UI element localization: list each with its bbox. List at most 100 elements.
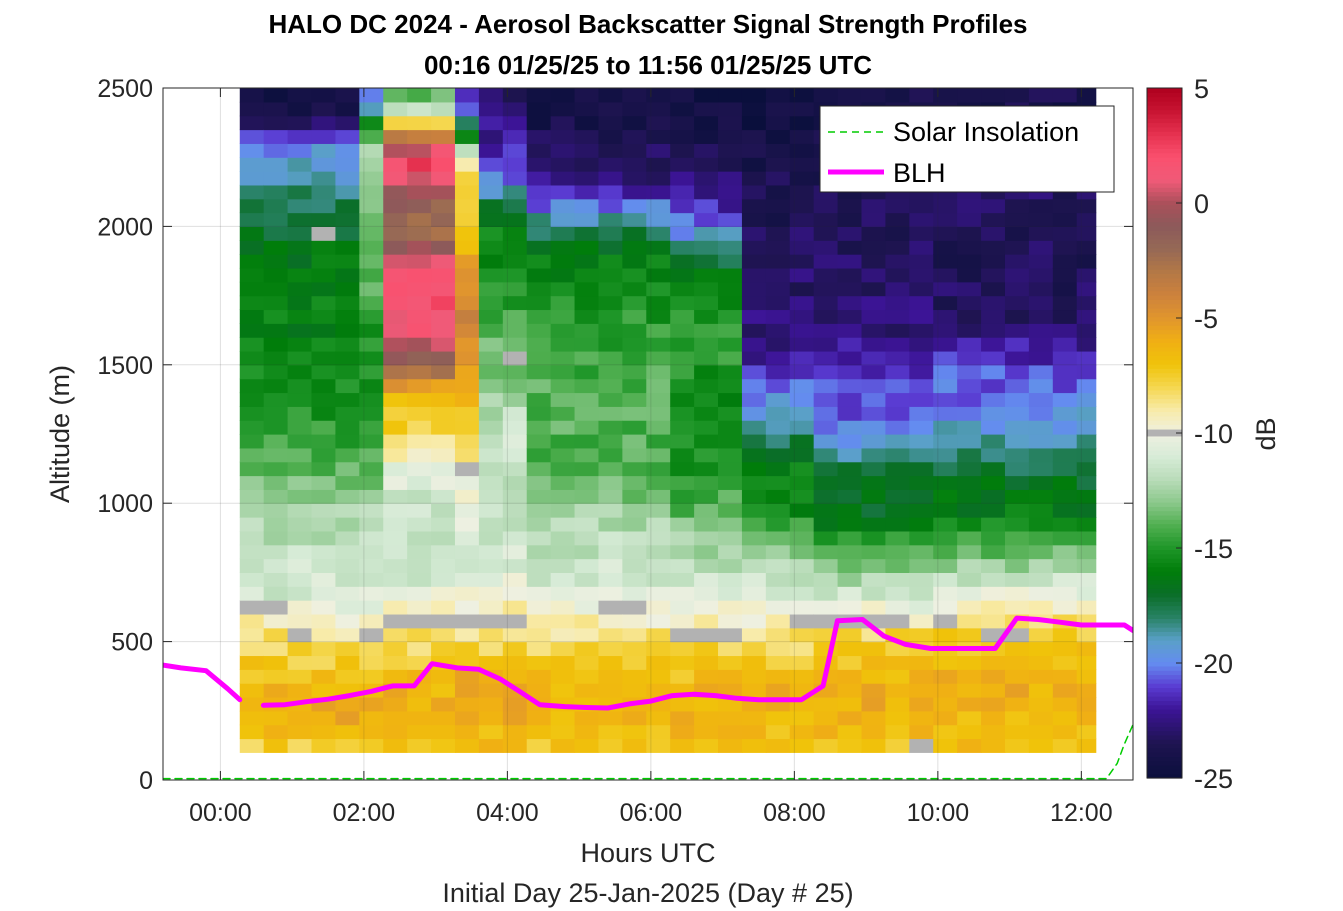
heatmap-cell: [431, 143, 456, 158]
heatmap-cell: [837, 420, 863, 435]
heatmap-cell: [909, 447, 934, 463]
colorbar-segment: [1147, 264, 1182, 270]
heatmap-cell: [239, 489, 265, 504]
heatmap-cell: [502, 503, 528, 518]
heatmap-cell: [550, 240, 576, 255]
heatmap-cell: [1004, 696, 1030, 712]
heatmap-cell: [1052, 198, 1078, 214]
heatmap-cell: [885, 669, 910, 684]
heatmap-cell: [670, 544, 695, 560]
heatmap-cell: [885, 586, 910, 601]
heatmap-cell: [263, 101, 289, 117]
heatmap-cell: [1004, 517, 1030, 532]
heatmap-cell: [478, 420, 504, 435]
heatmap-cell: [359, 129, 384, 144]
heatmap-cell: [1052, 434, 1078, 449]
heatmap-cell: [718, 350, 743, 366]
colorbar-segment: [1147, 187, 1182, 193]
x-tick-label: 08:00: [763, 799, 826, 827]
colorbar-segment: [1147, 407, 1182, 413]
heatmap-cell: [694, 710, 719, 726]
heatmap-cell: [622, 240, 647, 255]
heatmap-cell: [885, 572, 910, 587]
heatmap-cell: [550, 641, 576, 657]
heatmap-cell: [765, 212, 791, 227]
heatmap-cell: [718, 337, 743, 352]
heatmap-cell: [407, 254, 432, 269]
heatmap-cell: [885, 530, 910, 546]
heatmap-cell: [837, 641, 863, 657]
heatmap-cell: [1028, 572, 1054, 587]
heatmap-cell: [718, 406, 743, 421]
heatmap-cell: [287, 420, 313, 435]
heatmap-cell: [1052, 295, 1078, 311]
heatmap-cell: [813, 696, 839, 712]
heatmap-cell: [765, 226, 791, 241]
heatmap-cell: [335, 655, 360, 670]
heatmap-cell: [1028, 406, 1054, 421]
heatmap-cell: [383, 364, 408, 380]
heatmap-cell: [239, 267, 265, 283]
heatmap-cell: [670, 447, 695, 463]
heatmap-cell: [981, 240, 1006, 255]
heatmap-cell: [1028, 337, 1054, 352]
heatmap-cell: [263, 724, 289, 740]
heatmap-cell: [311, 627, 337, 643]
heatmap-cell: [622, 101, 647, 117]
heatmap-cell: [885, 434, 910, 449]
heatmap-cell: [478, 613, 504, 629]
heatmap-cell: [933, 364, 958, 380]
heatmap-cell: [1052, 586, 1078, 601]
heatmap-cell: [263, 613, 289, 629]
heatmap-cell: [335, 517, 360, 532]
heatmap-cell: [909, 392, 934, 407]
heatmap-cell: [861, 88, 887, 103]
heatmap-cell: [1076, 240, 1097, 255]
heatmap-cell: [287, 392, 313, 407]
heatmap-cell: [574, 88, 600, 103]
heatmap-cell: [1076, 530, 1097, 546]
heatmap-cell: [1028, 212, 1054, 227]
heatmap-cell: [335, 281, 360, 297]
heatmap-cell: [502, 378, 528, 394]
colorbar-segment: [1147, 338, 1182, 344]
heatmap-cell: [861, 420, 887, 435]
heatmap-cell: [765, 600, 791, 615]
heatmap-cell: [861, 503, 887, 518]
heatmap-cell: [502, 323, 528, 338]
heatmap-cell: [1028, 530, 1054, 546]
heatmap-cell: [1028, 434, 1054, 449]
heatmap-cell: [622, 503, 647, 518]
heatmap-cell: [431, 420, 456, 435]
heatmap-cell: [598, 364, 623, 380]
heatmap-cell: [263, 212, 289, 227]
heatmap-cell: [694, 295, 719, 311]
heatmap-cell: [670, 406, 695, 421]
heatmap-cell: [1004, 586, 1030, 601]
heatmap-cell: [1052, 641, 1078, 657]
heatmap-cell: [957, 530, 982, 546]
heatmap-cell: [789, 627, 815, 643]
heatmap-cell: [789, 530, 815, 546]
heatmap-cell: [478, 696, 504, 712]
heatmap-cell: [622, 350, 647, 366]
heatmap-cell: [765, 198, 791, 214]
heatmap-cell: [526, 558, 552, 573]
heatmap-cell: [598, 323, 623, 338]
heatmap-cell: [933, 281, 958, 297]
heatmap-cell: [574, 226, 600, 241]
heatmap-cell: [431, 586, 456, 601]
heatmap-cell: [765, 683, 791, 698]
heatmap-cell: [478, 101, 504, 117]
heatmap-cell: [239, 129, 265, 144]
heatmap-cell: [622, 226, 647, 241]
heatmap-cell: [909, 696, 934, 712]
heatmap-cell: [957, 558, 982, 573]
heatmap-cell: [359, 600, 384, 615]
colorbar-segment: [1147, 497, 1182, 503]
heatmap-cell: [1004, 309, 1030, 324]
heatmap-cell: [383, 88, 408, 103]
heatmap-cell: [526, 641, 552, 657]
heatmap-cell: [1028, 240, 1054, 255]
